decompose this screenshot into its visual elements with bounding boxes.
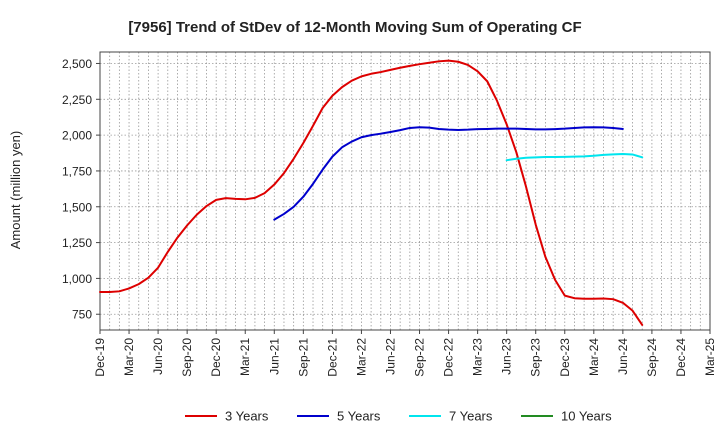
x-tick-label: Sep-22 [413,338,427,377]
y-tick-label: 2,000 [62,129,92,143]
x-tick-label: Mar-24 [587,338,601,376]
x-tick-label: Dec-21 [325,338,339,377]
y-tick-label: 1,500 [62,200,92,214]
series-line-3-years [99,59,644,326]
legend: 3 Years 5 Years 7 Years 10 Years [185,409,612,424]
chart-title: [7956] Trend of StDev of 12-Month Moving… [128,19,581,36]
legend-label-10-years: 10 Years [561,409,612,424]
series-lines [99,59,644,326]
legend-label-7-years: 7 Years [449,409,493,424]
y-tick-label: 1,000 [62,272,92,286]
y-tick-label: 1,750 [62,164,92,178]
x-tick-label: Mar-23 [471,338,485,376]
x-tick-label: Dec-23 [558,338,572,377]
x-tick-label: Sep-20 [180,338,194,377]
axes: 750 1,000 1,250 1,500 1,750 2,000 2,250 2,500 De… [62,51,717,377]
y-tick-label: 1,250 [62,236,92,250]
x-tick-label: Mar-25 [703,338,717,376]
x-tick-label: Mar-22 [354,338,368,376]
x-tick-label: Sep-24 [645,338,659,377]
x-tick-label: Jun-20 [151,338,165,375]
x-tick-label: Jun-22 [383,338,397,375]
legend-label-5-years: 5 Years [337,409,381,424]
x-tick-label: Dec-22 [442,338,456,377]
x-tick-label: Jun-24 [616,338,630,375]
legend-label-3-years: 3 Years [225,409,269,424]
x-tick-label: Dec-19 [93,338,107,377]
x-tick-label: Mar-20 [122,338,136,376]
x-tick-label: Sep-21 [296,338,310,377]
grid-lines [99,52,711,330]
x-tick-label: Sep-23 [529,338,543,377]
series-line-7-years [505,153,644,162]
x-tick-label: Dec-20 [209,338,223,377]
series-line-5-years [273,126,624,221]
y-axis-label: Amount (million yen) [8,131,23,250]
x-tick-label: Jun-23 [500,338,514,375]
y-tick-label: 2,250 [62,93,92,107]
x-tick-label: Mar-21 [238,338,252,376]
y-tick-label: 2,500 [62,57,92,71]
plot-frame [99,51,711,331]
x-tick-label: Jun-21 [267,338,281,375]
x-tick-label: Dec-24 [674,338,688,377]
y-tick-label: 750 [72,308,92,322]
